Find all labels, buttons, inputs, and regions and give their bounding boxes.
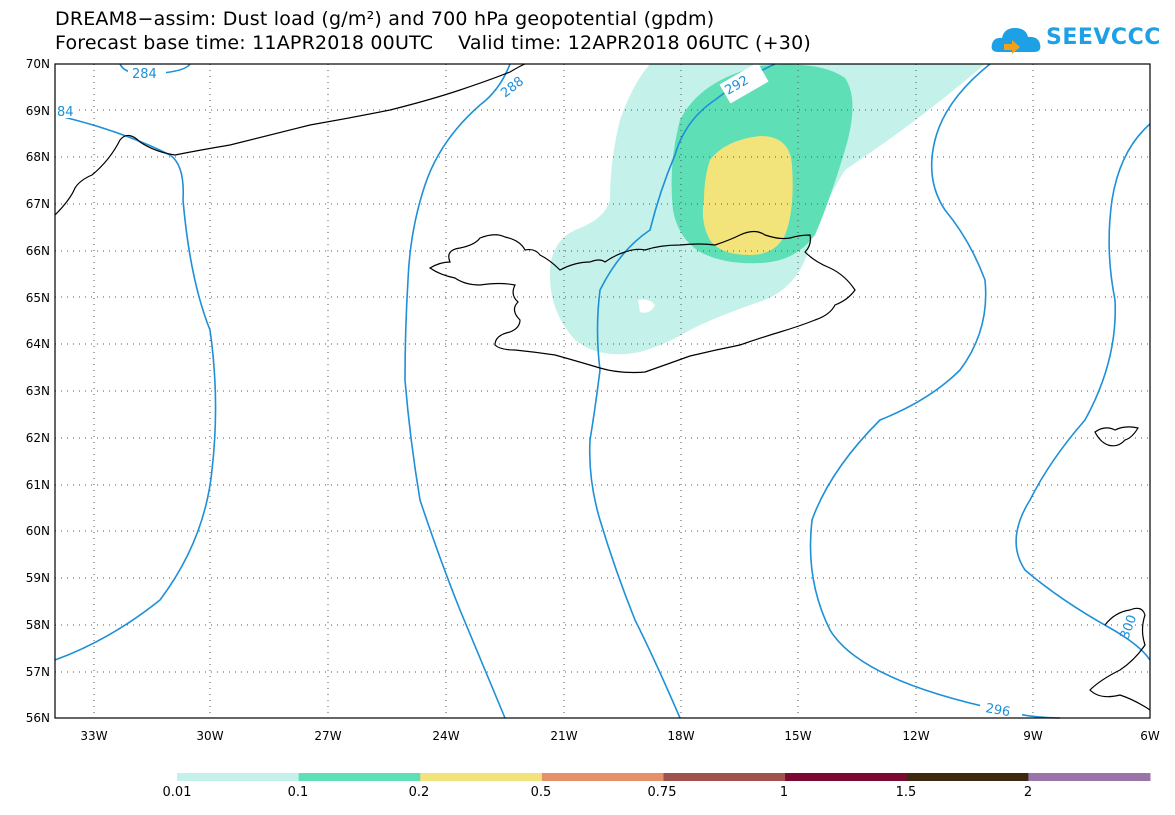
colorbar-swatch xyxy=(298,773,421,781)
lat-label: 67N xyxy=(26,197,50,211)
contour-284 xyxy=(54,114,217,661)
lat-label: 65N xyxy=(26,291,50,305)
scotland-coast xyxy=(1089,607,1151,711)
lat-label: 66N xyxy=(26,244,50,258)
lat-label: 59N xyxy=(26,571,50,585)
lat-label: 57N xyxy=(26,665,50,679)
chart-subtitle: Forecast base time: 11APR2018 00UTC Vali… xyxy=(55,32,811,54)
lat-label: 60N xyxy=(26,524,50,538)
colorbar-swatch xyxy=(663,773,786,781)
chart-title: DREAM8−assim: Dust load (g/m²) and 700 h… xyxy=(55,8,715,30)
contour-label-84: 84 xyxy=(57,105,74,120)
contour-300 xyxy=(1015,123,1151,661)
dust-field xyxy=(549,64,985,355)
faroe-islands xyxy=(1094,426,1139,447)
grid xyxy=(55,64,1150,718)
seevccc-logo: SEEVCCC xyxy=(990,20,1160,60)
lon-label: 18W xyxy=(667,729,694,743)
colorbar-label: 0.2 xyxy=(408,785,430,800)
lon-label: 24W xyxy=(432,729,459,743)
colorbar-label: 1.5 xyxy=(895,785,917,800)
contour-296 xyxy=(809,63,1061,719)
latitude-labels: 70N 69N 68N 67N 66N 65N 64N 63N 62N 61N … xyxy=(26,57,50,725)
colorbar-label: 1 xyxy=(779,785,789,800)
lat-label: 64N xyxy=(26,337,50,351)
contour-label-300: 300 xyxy=(1118,613,1141,641)
contour-288 xyxy=(404,63,511,719)
lon-label: 27W xyxy=(314,729,341,743)
lat-label: 70N xyxy=(26,57,50,71)
lon-label: 30W xyxy=(196,729,223,743)
colorbar-label: 0.01 xyxy=(162,785,192,800)
logo-text: SEEVCCC xyxy=(1046,25,1161,50)
colorbar xyxy=(177,773,1151,781)
colorbar-swatch xyxy=(1028,773,1151,781)
lat-label: 58N xyxy=(26,618,50,632)
lat-label: 61N xyxy=(26,478,50,492)
colorbar-swatch xyxy=(906,773,1029,781)
lon-label: 33W xyxy=(80,729,107,743)
lat-label: 62N xyxy=(26,431,50,445)
lon-label: 6W xyxy=(1140,729,1160,743)
coastlines xyxy=(54,63,1151,711)
dust-hole xyxy=(638,299,655,313)
contour-label-284-top: 284 xyxy=(132,67,157,82)
colorbar-swatch xyxy=(177,773,300,781)
geopotential-contours xyxy=(54,63,1151,719)
plot-frame xyxy=(54,63,1151,719)
lat-label: 56N xyxy=(26,711,50,725)
colorbar-swatch xyxy=(785,773,908,781)
lon-label: 9W xyxy=(1023,729,1043,743)
lat-label: 69N xyxy=(26,104,50,118)
lat-label: 63N xyxy=(26,384,50,398)
colorbar-swatch xyxy=(420,773,543,781)
greenland-coast xyxy=(54,63,526,216)
contour-292 xyxy=(588,63,776,719)
cloud-icon xyxy=(991,28,1041,54)
lon-label: 21W xyxy=(550,729,577,743)
lon-label: 15W xyxy=(784,729,811,743)
colorbar-label: 0.5 xyxy=(530,785,552,800)
contour-labels: 284 84 288 292 296 300 xyxy=(55,62,1140,720)
colorbar-label: 2 xyxy=(1023,785,1033,800)
colorbar-label: 0.75 xyxy=(647,785,677,800)
colorbar-label: 0.1 xyxy=(287,785,309,800)
contour-label-296: 296 xyxy=(984,701,1011,720)
colorbar-swatch xyxy=(541,773,664,781)
lon-label: 12W xyxy=(902,729,929,743)
longitude-labels: 33W 30W 27W 24W 21W 18W 15W 12W 9W 6W xyxy=(80,729,1159,743)
dust-area-high xyxy=(702,136,793,255)
lat-label: 68N xyxy=(26,150,50,164)
iceland-coast xyxy=(428,230,856,374)
